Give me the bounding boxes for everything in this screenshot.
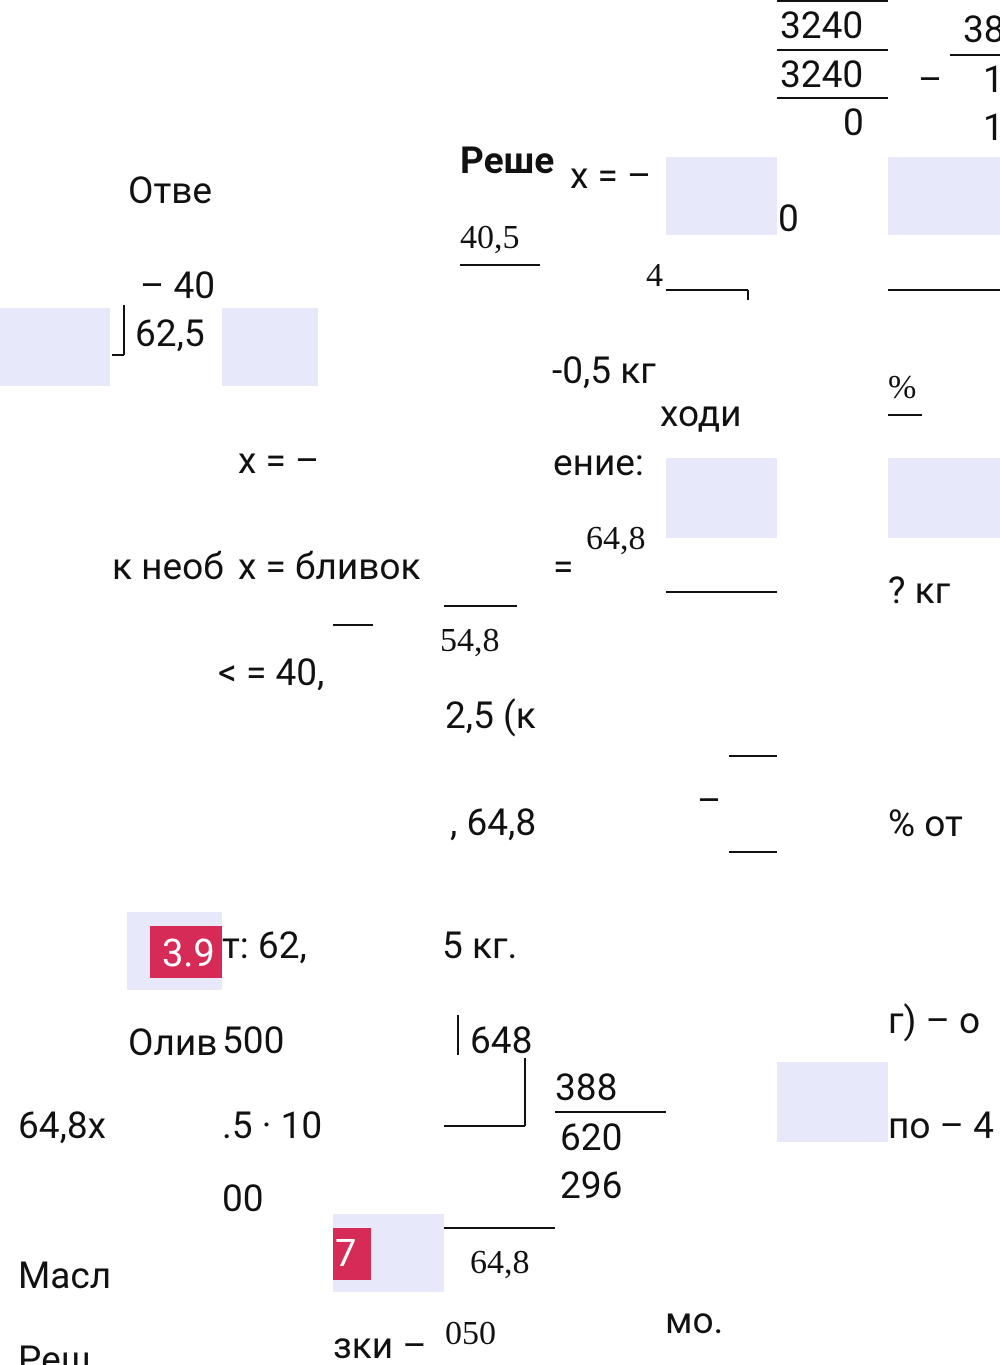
rules	[112, 0, 1000, 1229]
badge-bg	[333, 1228, 371, 1280]
text-fragment: 296	[560, 1165, 622, 1208]
text-fragment: x = –	[238, 440, 319, 483]
placeholder	[777, 1062, 888, 1142]
text-fragment: Реше	[460, 140, 554, 183]
text-fragment: 64,8x	[18, 1105, 106, 1148]
text-fragment: ? кг	[888, 570, 951, 613]
placeholder	[222, 308, 318, 386]
backdrop	[0, 157, 1000, 1292]
text-fragment: 648	[470, 1020, 532, 1063]
badge-label: 7	[335, 1232, 356, 1276]
text-fragment: %	[888, 369, 916, 406]
text-fragment: ение:	[553, 442, 644, 485]
badge-label: 3.9	[162, 932, 215, 976]
text-fragment: 500	[222, 1020, 284, 1063]
text-fragment: 3240	[780, 54, 863, 97]
text-fragment: –	[918, 59, 942, 102]
placeholder	[888, 458, 1000, 538]
placeholder	[888, 157, 1000, 235]
text-fragment: зки –	[333, 1325, 427, 1365]
text-fragment: ходи	[660, 393, 741, 436]
text-fragment: 54,8	[440, 622, 500, 659]
text-fragment: –	[697, 780, 721, 823]
text-fragment: x = –	[570, 155, 651, 198]
text-fragment: Отве	[128, 170, 212, 213]
placeholder	[666, 458, 777, 538]
text-fragment: г) – о	[888, 1000, 980, 1043]
text-fragment: 64,8	[470, 1244, 530, 1281]
text-fragment: 4	[646, 257, 663, 294]
text-fragment: 0	[843, 102, 864, 145]
text-fragment: 1	[983, 59, 1000, 102]
text-fragment: , 64,8	[450, 802, 536, 845]
text-fragment: 00	[222, 1178, 264, 1221]
text-fragment: Реш	[18, 1339, 91, 1365]
text-fragment: x = бливок	[238, 546, 421, 589]
text-fragment: 620	[560, 1117, 622, 1160]
text-fragment: 2,5 (к	[445, 695, 536, 738]
text-fragment: -0,5 кг	[552, 350, 656, 393]
text-fragment: < = 40,	[218, 652, 324, 695]
text-fragment: по – 4	[888, 1105, 994, 1148]
badge-bg	[150, 926, 222, 978]
placeholder	[666, 157, 777, 235]
text-fragment: =	[553, 546, 573, 589]
text-fragment: мо.	[665, 1300, 723, 1343]
text-fragment: 050	[445, 1315, 496, 1352]
text-fragment: 62,5	[135, 313, 205, 356]
text-fragment: 388	[555, 1067, 617, 1110]
text-fragment: – 40	[140, 265, 215, 308]
text-fragment: 5 кг.	[442, 925, 517, 968]
text-fragment: % от	[888, 803, 963, 846]
text-fragment: 0	[778, 198, 799, 241]
placeholder	[0, 308, 110, 386]
text-fragment: т: 62,	[222, 925, 307, 968]
text-fragment: 64,8	[586, 520, 646, 557]
text-fragment: 38	[963, 9, 1000, 52]
text-fragment: Олив	[128, 1022, 217, 1065]
text-fragment: 3240	[780, 5, 863, 48]
text-fragment: .5 · 10	[222, 1105, 322, 1148]
text-fragment: 40,5	[460, 219, 520, 256]
text-fragment: Масл	[18, 1255, 111, 1298]
text-fragment: 1	[983, 107, 1000, 150]
text-fragment: к необ	[112, 546, 224, 589]
